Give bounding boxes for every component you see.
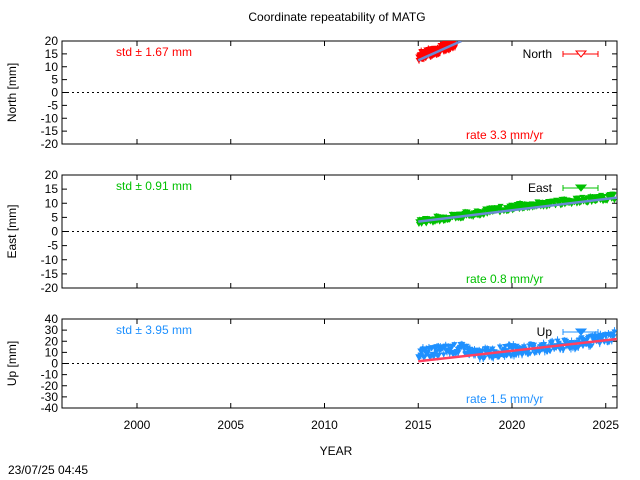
std-label: std ± 3.95 mm	[116, 323, 192, 337]
data-point	[531, 342, 538, 348]
x-tick-label: 2010	[311, 418, 338, 432]
legend-marker	[574, 184, 588, 192]
y-tick-label: 10	[45, 345, 59, 359]
legend-label: Up	[537, 325, 553, 339]
legend-label: North	[523, 47, 552, 61]
data-point	[575, 195, 582, 201]
x-tick-label: 2000	[124, 418, 151, 432]
x-tick-label: 2020	[499, 418, 526, 432]
x-tick-label: 2005	[217, 418, 244, 432]
y-tick-label: -15	[41, 124, 59, 138]
data-point	[547, 348, 554, 354]
y-tick-label: -5	[47, 98, 58, 112]
y-tick-label: -15	[41, 267, 59, 281]
y-tick-label: 40	[45, 312, 59, 326]
legend-label: East	[528, 181, 553, 195]
trend-line	[418, 196, 617, 223]
y-tick-label: 30	[45, 323, 59, 337]
y-tick-label: 5	[51, 73, 58, 87]
data-point	[611, 329, 617, 335]
y-tick-label: -20	[41, 379, 59, 393]
y-tick-label: 20	[45, 334, 59, 348]
legend-marker	[574, 50, 588, 58]
std-label: std ± 1.67 mm	[116, 45, 192, 59]
data-point	[596, 341, 603, 347]
y-tick-label: 0	[51, 225, 58, 239]
data-point	[454, 41, 457, 43]
data-point	[461, 347, 468, 353]
legend-marker	[574, 328, 588, 336]
data-point	[549, 339, 556, 345]
timestamp: 23/07/25 04:45	[8, 463, 88, 477]
y-tick-label: 15	[45, 47, 59, 61]
trend-line	[417, 41, 462, 62]
y-tick-label: -10	[41, 111, 59, 125]
x-tick-label: 2025	[592, 418, 619, 432]
rate-label: rate 1.5 mm/yr	[466, 392, 543, 406]
y-tick-label: -10	[41, 253, 59, 267]
data-point	[579, 194, 586, 200]
y-tick-label: 0	[51, 86, 58, 100]
y-tick-label: -20	[41, 137, 59, 151]
data-point	[527, 351, 534, 357]
x-tick-label: 2015	[405, 418, 432, 432]
data-point	[600, 194, 607, 200]
data-point	[436, 352, 443, 358]
data-point	[440, 352, 447, 358]
data-point	[541, 342, 548, 348]
y-tick-label: -5	[47, 239, 58, 253]
rate-label: rate 0.8 mm/yr	[466, 272, 543, 286]
data-point	[433, 349, 440, 355]
std-label: std ± 0.91 mm	[116, 179, 192, 193]
y-tick-label: -20	[41, 281, 59, 295]
y-tick-label: 5	[51, 210, 58, 224]
data-point	[489, 346, 496, 352]
y-tick-label: 10	[45, 60, 59, 74]
rate-label: rate 3.3 mm/yr	[466, 128, 543, 142]
data-point	[560, 347, 567, 353]
x-axis-label: YEAR	[320, 444, 353, 458]
y-tick-label: 10	[45, 196, 59, 210]
y-tick-label: 15	[45, 182, 59, 196]
series-east	[415, 191, 617, 228]
y-tick-label: -10	[41, 368, 59, 382]
y-tick-label: 20	[45, 168, 59, 182]
y-axis-label: North [mm]	[5, 63, 19, 122]
data-point	[579, 344, 586, 350]
data-point	[430, 354, 437, 360]
data-point	[445, 343, 452, 349]
data-point	[496, 344, 503, 350]
data-point	[497, 203, 504, 209]
data-point	[481, 355, 488, 361]
y-tick-label: -30	[41, 390, 59, 404]
trend-line	[418, 337, 617, 363]
data-point	[451, 342, 458, 348]
data-point	[455, 350, 462, 356]
series-up	[415, 327, 617, 363]
y-tick-label: 20	[45, 34, 59, 48]
y-axis-label: Up [mm]	[5, 341, 19, 386]
y-axis-label: East [mm]	[5, 204, 19, 258]
data-point	[610, 334, 617, 340]
y-tick-label: 0	[51, 357, 58, 371]
series-north	[415, 41, 462, 64]
data-point	[610, 192, 617, 198]
data-point	[425, 349, 432, 355]
data-point	[536, 350, 543, 356]
y-tick-label: -40	[41, 401, 59, 415]
chart-title: Coordinate repeatability of MATG	[248, 10, 425, 24]
data-point	[588, 343, 595, 349]
